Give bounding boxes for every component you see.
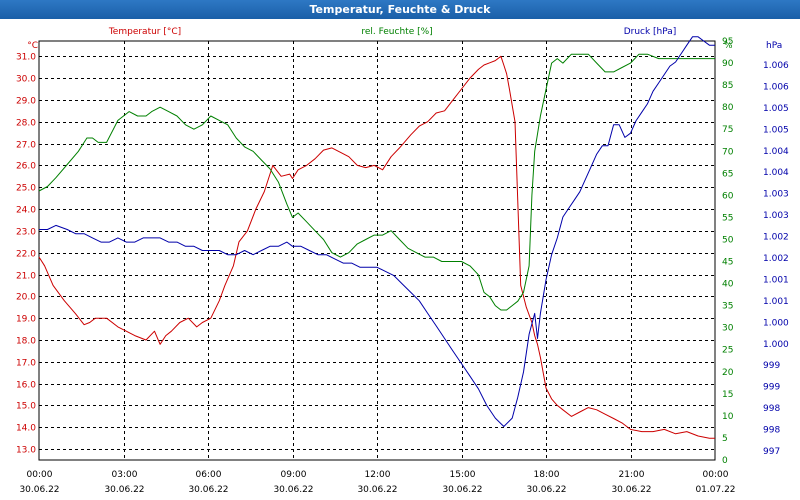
temp-tick-label: 25.0 [16, 184, 36, 194]
pressure-tick-label: 1.000 [763, 340, 789, 350]
pressure-tick-label: 1.002 [763, 254, 789, 264]
x-tick-time: 09:00 [281, 470, 307, 480]
temp-tick-label: 13.0 [16, 446, 36, 456]
x-tick-date: 30.06.22 [611, 485, 651, 495]
pressure-tick-label: 1.003 [763, 190, 789, 200]
x-tick-time: 15:00 [450, 470, 476, 480]
temp-tick-label: 17.0 [16, 359, 36, 369]
humidity-tick-label: 30 [722, 324, 734, 334]
temp-tick-label: 16.0 [16, 381, 36, 391]
humidity-tick-label: 65 [722, 169, 733, 179]
pressure-tick-label: 1.004 [763, 147, 789, 157]
pressure-axis-title: Druck [hPa] [624, 27, 677, 37]
humidity-tick-label: 20 [722, 368, 734, 378]
temp-tick-label: 18.0 [16, 337, 36, 347]
series-line-humidity [38, 53, 715, 311]
pressure-tick-label: 1.002 [763, 233, 789, 243]
temp-tick-label: 23.0 [16, 228, 36, 238]
pressure-tick-label: 997 [763, 447, 780, 457]
x-tick-date: 30.06.22 [526, 485, 566, 495]
x-tick-date: 30.06.22 [104, 485, 144, 495]
pressure-tick-label: 999 [763, 361, 780, 371]
x-tick-time: 18:00 [534, 470, 560, 480]
temp-tick-label: 22.0 [16, 250, 36, 260]
humidity-tick-label: 55 [722, 213, 733, 223]
pressure-tick-label: 1.005 [763, 104, 789, 114]
temp-axis-unit: °C [27, 41, 38, 51]
x-tick-time: 00:00 [27, 470, 53, 480]
temp-tick-label: 15.0 [16, 402, 36, 412]
axis-layer: 13.0 14.0 15.0 16.0 17.0 18.0 19.0 20.0 21.0 22.0… [16, 37, 789, 495]
humidity-tick-label: 60 [722, 191, 734, 201]
pressure-tick-label: 1.003 [763, 211, 789, 221]
grid-lines [39, 41, 715, 460]
x-tick-time: 00:00 [703, 470, 729, 480]
humidity-tick-label: 5 [722, 434, 728, 444]
x-tick-date: 30.06.22 [19, 485, 59, 495]
humidity-tick-label: 80 [722, 103, 734, 113]
temp-tick-label: 27.0 [16, 141, 36, 151]
humidity-tick-label: 25 [722, 346, 733, 356]
pressure-tick-label: 998 [763, 426, 780, 436]
humidity-tick-label: 0 [722, 456, 728, 466]
series-layer [38, 36, 715, 439]
pressure-axis-unit: hPa [766, 41, 782, 51]
temp-tick-label: 19.0 [16, 315, 36, 325]
humidity-tick-label: 15 [722, 390, 733, 400]
series-line-pressure [39, 36, 715, 427]
humidity-tick-label: 75 [722, 125, 733, 135]
pressure-tick-label: 1.000 [763, 318, 789, 328]
temp-tick-label: 24.0 [16, 206, 36, 216]
humidity-tick-label: 95 [722, 37, 733, 47]
temp-tick-label: 21.0 [16, 272, 36, 282]
pressure-tick-label: 1.006 [763, 61, 789, 71]
humidity-tick-label: 85 [722, 81, 733, 91]
humidity-tick-label: 70 [722, 147, 734, 157]
temp-tick-label: 30.0 [16, 75, 36, 85]
plot-frame [38, 40, 716, 461]
humidity-tick-label: 40 [722, 280, 734, 290]
humidity-tick-label: 90 [722, 59, 734, 69]
x-tick-time: 03:00 [112, 470, 138, 480]
pressure-tick-label: 1.005 [763, 125, 789, 135]
pressure-tick-label: 1.001 [763, 297, 789, 307]
temp-tick-label: 31.0 [16, 53, 36, 63]
pressure-tick-label: 1.001 [763, 275, 789, 285]
x-tick-time: 21:00 [619, 470, 645, 480]
temp-tick-label: 26.0 [16, 162, 36, 172]
x-tick-date: 30.06.22 [442, 485, 482, 495]
pressure-tick-label: 1.004 [763, 168, 789, 178]
temp-tick-label: 14.0 [16, 424, 36, 434]
temp-tick-label: 29.0 [16, 97, 36, 107]
chart-canvas: 13.0 14.0 15.0 16.0 17.0 18.0 19.0 20.0 21.0 22.0… [16, 27, 789, 495]
humidity-tick-label: 45 [722, 258, 733, 268]
x-tick-date: 01.07.22 [695, 485, 735, 495]
x-tick-date: 30.06.22 [188, 485, 228, 495]
x-tick-date: 30.06.22 [357, 485, 397, 495]
window-title: Temperatur, Feuchte & Druck [0, 0, 800, 19]
humidity-tick-label: 10 [722, 412, 734, 422]
humidity-tick-label: 50 [722, 235, 734, 245]
pressure-tick-label: 998 [763, 404, 780, 414]
humidity-axis-unit: % [724, 41, 733, 51]
x-tick-time: 06:00 [196, 470, 222, 480]
humidity-axis-title: rel. Feuchte [%] [361, 27, 432, 37]
temp-axis-title: Temperatur [°C] [108, 27, 181, 37]
x-tick-time: 12:00 [365, 470, 391, 480]
temp-tick-label: 28.0 [16, 119, 36, 129]
temp-tick-label: 20.0 [16, 293, 36, 303]
pressure-tick-label: 1.006 [763, 82, 789, 92]
humidity-tick-label: 35 [722, 302, 733, 312]
pressure-tick-label: 999 [763, 383, 780, 393]
series-line-temperature [38, 55, 715, 439]
x-tick-date: 30.06.22 [273, 485, 313, 495]
